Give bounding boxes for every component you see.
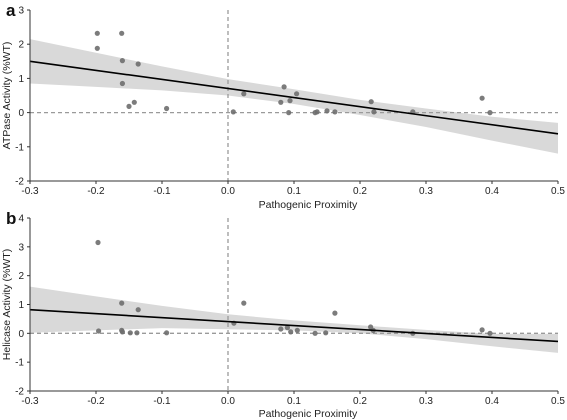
data-point <box>241 300 247 306</box>
data-point <box>119 300 125 306</box>
data-point <box>119 329 125 335</box>
data-point <box>332 310 338 316</box>
data-point <box>127 330 133 336</box>
panel-label: a <box>6 1 16 20</box>
data-point <box>94 30 100 36</box>
y-tick-label: 3 <box>18 6 24 17</box>
confidence-band <box>30 286 558 353</box>
data-point <box>164 330 170 336</box>
y-tick-label: 3 <box>18 242 24 253</box>
data-point <box>312 330 318 336</box>
x-tick-label: 0.1 <box>287 396 301 407</box>
regression-line <box>29 308 559 343</box>
data-point <box>241 91 247 97</box>
data-point <box>119 80 125 87</box>
data-point <box>119 58 125 64</box>
confidence-band <box>30 39 558 154</box>
panel-b: -0.3 -0.2 -0.1 0.0 0.1 0.2 0.3 0.4 0.5 -2 -1 0 1 2 3 4 P… <box>1 209 565 420</box>
data-point <box>479 95 485 101</box>
data-point <box>294 91 300 97</box>
x-tick-label: 0.3 <box>419 396 433 407</box>
x-tick-label: -0.1 <box>153 186 171 197</box>
data-point <box>96 328 102 334</box>
data-point <box>479 327 485 333</box>
y-tick-label: -1 <box>15 142 24 153</box>
data-point <box>323 330 329 336</box>
regression-line <box>29 60 559 135</box>
y-tick-label: -2 <box>15 177 24 188</box>
data-point <box>294 327 300 333</box>
data-point <box>487 330 493 336</box>
x-tick-label: -0.1 <box>153 396 171 407</box>
x-tick-label: -0.2 <box>87 186 105 197</box>
data-point <box>332 109 338 115</box>
y-tick-label: 0 <box>18 108 24 119</box>
x-tick-label: -0.3 <box>21 396 39 407</box>
data-point <box>487 110 493 116</box>
data-point <box>95 239 101 246</box>
data-point <box>230 109 236 115</box>
x-tick-label: 0.0 <box>221 186 235 197</box>
y-tick-label: 4 <box>18 214 24 225</box>
data-point <box>368 99 374 105</box>
x-axis-title: Pathogenic Proximity <box>259 199 358 211</box>
x-tick-label: 0.1 <box>287 186 301 197</box>
y-tick-label: 1 <box>18 300 24 311</box>
x-tick-label: 0.5 <box>551 186 565 197</box>
x-tick-label: 0.2 <box>353 186 367 197</box>
panel-a: -0.3 -0.2 -0.1 0.0 0.1 0.2 0.3 0.4 0.5 -2 -1 0 1 2 3 Pa… <box>1 1 565 211</box>
y-axis-title: Helicase Activity (%WT) <box>1 249 13 360</box>
data-point <box>94 45 100 51</box>
y-tick-label: 1 <box>18 74 24 85</box>
data-point <box>126 103 132 109</box>
x-tick-label: 0.3 <box>419 186 433 197</box>
x-tick-label: -0.3 <box>21 186 39 197</box>
data-point <box>119 30 125 36</box>
data-point <box>286 110 292 116</box>
y-axis-title: ATPase Activity (%WT) <box>1 42 13 150</box>
data-point <box>284 325 290 331</box>
y-tick-label: 0 <box>18 329 24 340</box>
x-tick-label: 0.4 <box>485 186 499 197</box>
x-tick-label: -0.2 <box>87 396 105 407</box>
y-tick-label: 2 <box>18 271 24 282</box>
data-point <box>288 329 294 335</box>
x-tick-label: 0.0 <box>221 396 235 407</box>
data-point <box>135 307 141 313</box>
data-point <box>312 110 318 116</box>
data-point <box>135 61 141 67</box>
x-tick-label: 0.2 <box>353 396 367 407</box>
data-point <box>281 84 287 90</box>
x-tick-label: 0.5 <box>551 396 565 407</box>
data-point <box>164 105 170 112</box>
data-point <box>131 99 137 105</box>
data-point <box>278 99 284 105</box>
y-tick-label: -2 <box>15 387 24 398</box>
data-point <box>134 330 140 336</box>
y-tick-label: 2 <box>18 40 24 51</box>
x-tick-label: 0.4 <box>485 396 499 407</box>
data-point <box>324 108 330 114</box>
data-point <box>287 98 293 104</box>
data-point <box>371 109 377 115</box>
panel-label: b <box>6 209 16 228</box>
y-tick-label: -1 <box>15 358 24 369</box>
x-axis-title: Pathogenic Proximity <box>259 408 358 420</box>
data-point <box>278 326 284 332</box>
